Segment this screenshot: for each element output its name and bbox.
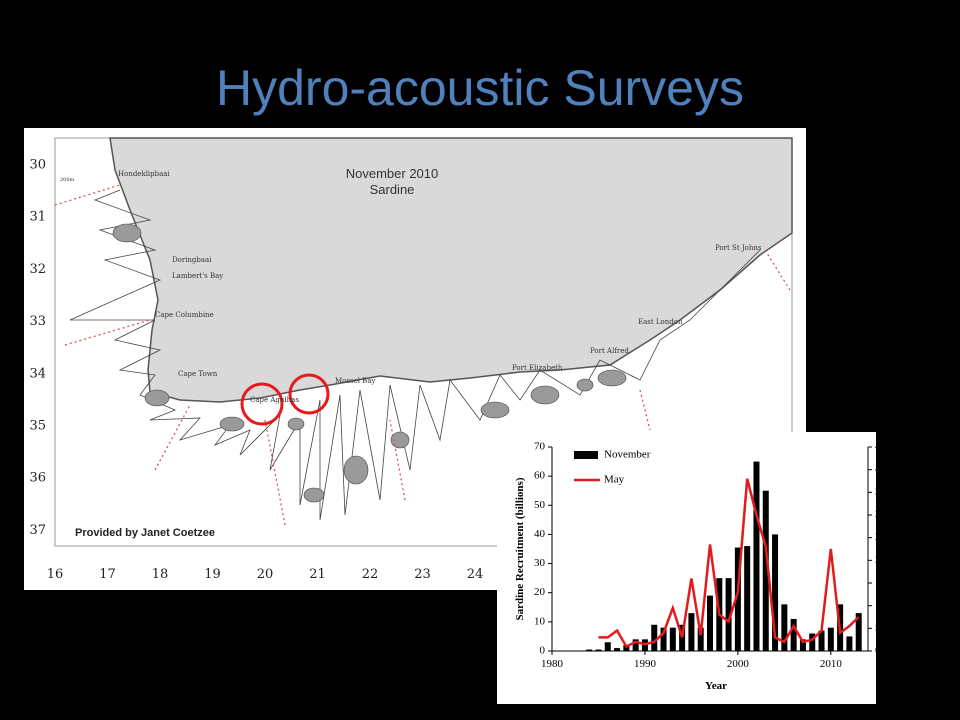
highlight-circle: [240, 382, 284, 426]
chart-frame: [497, 432, 876, 704]
place-label: Mossel Bay: [335, 377, 375, 385]
bar: [827, 627, 834, 651]
bar: [753, 461, 760, 651]
y-tick-label: 70: [534, 441, 546, 453]
place-label: Cape Agulhas: [250, 396, 299, 404]
longitude-label: 21: [309, 567, 326, 582]
bar: [855, 613, 862, 651]
bar: [818, 630, 825, 651]
boundaries: [54, 184, 791, 526]
y2-tick-label: 1500: [875, 577, 898, 589]
place-label: Doringbaai: [172, 256, 212, 264]
y-tick-label: 60: [534, 470, 546, 482]
place-label: Port St Johns: [715, 244, 762, 252]
latitude-label: 31: [29, 210, 46, 225]
bar: [809, 633, 816, 651]
latitude-label: 32: [29, 262, 46, 277]
latitude-label: 34: [29, 366, 46, 381]
longitude-label: 17: [99, 567, 116, 582]
y2-tick-label: 500: [875, 622, 892, 634]
latitude-label: 30: [29, 158, 46, 173]
longitude-label: 18: [152, 567, 169, 582]
transects: [69, 189, 761, 521]
bar: [762, 490, 769, 651]
bar: [660, 627, 667, 651]
bar: [651, 624, 658, 651]
bar: [744, 546, 751, 651]
place-label: Cape Town: [178, 370, 218, 378]
legend-swatch: [574, 451, 598, 459]
y-tick-label: 10: [534, 615, 546, 627]
line: [598, 478, 860, 649]
bar: [679, 624, 686, 651]
bar: [595, 649, 602, 651]
bar: [623, 645, 630, 651]
latitude-label: 36: [29, 471, 46, 486]
x-tick-label: 1990: [634, 658, 657, 670]
y-tick-label: 0: [540, 645, 546, 657]
place-label: Port Elizabeth: [512, 364, 563, 372]
bar: [604, 642, 611, 651]
latitude-label: 35: [29, 419, 46, 434]
slide-title: Hydro-acoustic Surveys: [216, 60, 744, 116]
y2-tick-label: 3500: [875, 486, 898, 498]
bar: [586, 649, 593, 651]
bar: [632, 639, 639, 651]
longitude-label: 23: [414, 567, 431, 582]
latitude-label: 37: [29, 523, 46, 538]
bar: [725, 578, 732, 651]
x-tick-label: 2000: [727, 658, 750, 670]
place-label: Hondeklipbaai: [118, 170, 170, 178]
longitude-label: 24: [467, 567, 484, 582]
place-label: East London: [638, 318, 683, 326]
y-tick-label: 40: [534, 528, 546, 540]
y2-tick-label: 2000: [875, 554, 898, 566]
place-label: Port Alfred: [590, 347, 629, 355]
y2-tick-label: 4500: [875, 441, 898, 453]
bar: [790, 618, 797, 651]
x-tick-label: 2010: [820, 658, 843, 670]
bar: [669, 627, 676, 651]
longitude-label: 16: [47, 567, 64, 582]
y-axis-title: Sardine Recruitment (billions): [514, 477, 526, 620]
bar: [781, 604, 788, 651]
y2-tick-label: 1000: [875, 599, 898, 611]
bar: [614, 648, 621, 651]
y2-axis-title: Sardine Biomass ('000t): [918, 493, 930, 605]
highlight-circle: [288, 373, 330, 415]
longitude-label: 20: [257, 567, 274, 582]
place-label: Cape Columbine: [155, 311, 214, 319]
bar: [799, 639, 806, 651]
longitude-label: 19: [204, 567, 221, 582]
map-subtitle: Sardine: [370, 182, 415, 197]
chart: Year Sardine Recruitment (billions) Sard…: [497, 432, 930, 704]
x-tick-label: 1980: [541, 658, 564, 670]
x-axis-title: Year: [705, 680, 727, 692]
bar: [707, 595, 713, 651]
y-tick-label: 20: [534, 586, 546, 598]
bar: [846, 636, 853, 651]
y2-tick-label: 4000: [875, 463, 898, 475]
y-tick-label: 30: [534, 557, 546, 569]
bar: [734, 547, 741, 651]
y2-tick-label: 2500: [875, 531, 898, 543]
place-label: Lambert's Bay: [172, 272, 223, 280]
bar: [697, 627, 704, 651]
land: [109, 137, 793, 403]
latitude-label: 33: [29, 314, 46, 329]
bar: [688, 613, 695, 651]
y2-tick-label: 0: [875, 645, 881, 657]
sardine-patches: [112, 223, 627, 503]
legend-label: May: [604, 474, 625, 486]
y-tick-label: 50: [534, 499, 546, 511]
map-title: November 2010: [346, 166, 439, 181]
bar: [772, 534, 779, 651]
y2-tick-label: 3000: [875, 509, 898, 521]
legend-label: November: [604, 449, 651, 461]
map-credit: Provided by Janet Coetzee: [75, 527, 215, 539]
longitude-label: 22: [362, 567, 379, 582]
depth-label: 200m: [60, 177, 75, 183]
